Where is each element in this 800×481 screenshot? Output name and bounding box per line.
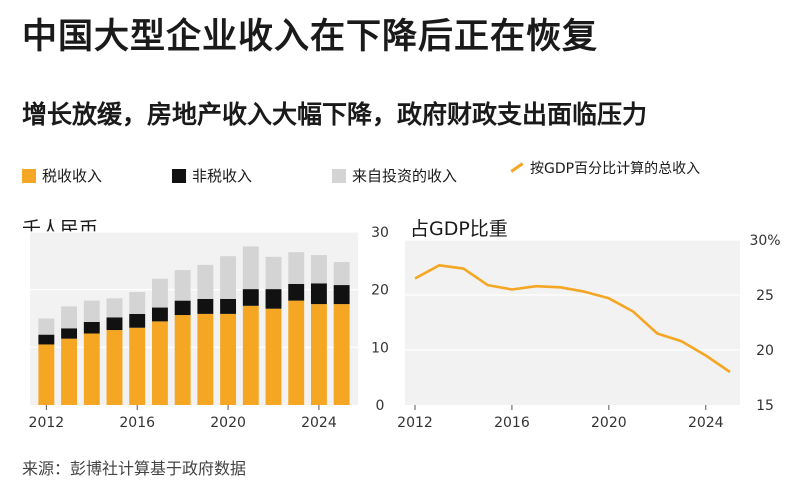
bar-segment-investment xyxy=(242,246,259,290)
bar-segment-nontax xyxy=(242,289,259,306)
bar-segment-nontax xyxy=(333,285,350,305)
page-title: 中国大型企业收入在下降后正在恢复 xyxy=(22,17,599,57)
bar-segment-nontax xyxy=(220,298,237,314)
bar-segment-investment xyxy=(106,298,123,318)
line-chart-y-tick: 30% xyxy=(749,233,780,249)
bar-segment-investment xyxy=(288,252,305,284)
line-chart-x-tick: 2016 xyxy=(494,415,530,431)
bar-segment-tax xyxy=(310,304,327,405)
bar-segment-nontax xyxy=(310,283,327,305)
bar-segment-nontax xyxy=(151,307,168,322)
bar-segment-investment xyxy=(38,318,55,335)
bar-segment-nontax xyxy=(265,289,282,309)
legend-investment-label: 来自投资的收入 xyxy=(352,167,458,185)
bar-segment-investment xyxy=(265,256,282,290)
bar-segment-tax xyxy=(151,321,168,405)
bar-segment-tax xyxy=(83,333,100,405)
bar-chart-y-tick: 20 xyxy=(371,283,389,299)
bar-segment-tax xyxy=(106,330,123,405)
line-chart-y-tick: 20 xyxy=(756,343,774,359)
bar-segment-nontax xyxy=(288,283,305,301)
bar-chart-x-tick: 2016 xyxy=(119,415,155,431)
bar-segment-nontax xyxy=(83,321,100,334)
bar-segment-investment xyxy=(151,278,168,308)
bar-segment-tax xyxy=(220,313,237,405)
line-chart-x-tick: 2020 xyxy=(591,415,627,431)
legend-nontax-swatch xyxy=(172,169,186,183)
bar-chart-x-tick: 2024 xyxy=(301,415,337,431)
bar-segment-tax xyxy=(288,300,305,405)
bar-segment-nontax xyxy=(38,334,55,345)
bar-segment-investment xyxy=(220,256,237,299)
bar-segment-investment xyxy=(83,300,100,322)
bar-segment-nontax xyxy=(106,317,123,331)
bar-chart-panel xyxy=(30,232,358,405)
bar-segment-tax xyxy=(197,313,214,405)
legend-tax-swatch xyxy=(22,169,36,183)
bar-segment-tax xyxy=(174,315,191,405)
bar-segment-tax xyxy=(129,327,146,405)
bar-segment-investment xyxy=(129,291,146,314)
line-chart-y-tick: 15 xyxy=(756,398,774,414)
bar-segment-nontax xyxy=(174,300,191,316)
page-subtitle: 增长放缓，房地产收入大幅下降，政府财政支出面临压力 xyxy=(22,100,648,129)
line-chart-x-tick: 2012 xyxy=(397,415,433,431)
bar-segment-tax xyxy=(61,338,78,405)
bar-chart-x-tick: 2012 xyxy=(29,415,65,431)
line-chart-x-tick: 2024 xyxy=(688,415,724,431)
line-series-total-revenue-gdp xyxy=(414,263,731,374)
bar-segment-nontax xyxy=(61,328,78,339)
line-chart-title: 占GDP比重 xyxy=(410,218,508,240)
bar-chart-y-tick: 30 xyxy=(371,225,389,241)
legend-investment: 来自投资的收入 xyxy=(332,165,457,186)
legend-investment-swatch xyxy=(332,169,346,183)
bar-segment-nontax xyxy=(197,298,214,314)
bar-segment-tax xyxy=(265,308,282,405)
bar-segment-investment xyxy=(310,255,327,284)
source-note: 来源：彭博社计算基于政府数据 xyxy=(22,459,247,478)
bar-segment-investment xyxy=(333,261,350,286)
legend-gdp-line-label: 按GDP百分比计算的总收入 xyxy=(530,161,701,177)
bar-chart-y-tick: 0 xyxy=(376,398,385,414)
bar-segment-tax xyxy=(333,304,350,405)
bar-segment-tax xyxy=(38,344,55,405)
bar-segment-tax xyxy=(242,305,259,405)
bar-segment-nontax xyxy=(129,313,146,328)
legend-tax-label: 税收收入 xyxy=(42,167,103,185)
legend-nontax-label: 非税收入 xyxy=(192,167,253,185)
line-chart-y-tick: 25 xyxy=(756,288,774,304)
line-chart-panel xyxy=(405,240,740,405)
legend-tax: 税收收入 xyxy=(22,165,102,186)
bar-segment-investment xyxy=(61,306,78,329)
legend-gdp-line: 按GDP百分比计算的总收入 xyxy=(510,158,700,178)
bar-chart-y-tick: 10 xyxy=(371,340,389,356)
bar-segment-investment xyxy=(174,270,191,301)
legend-nontax: 非税收入 xyxy=(172,165,252,186)
bar-segment-investment xyxy=(197,264,214,299)
bar-chart-x-tick: 2020 xyxy=(210,415,246,431)
